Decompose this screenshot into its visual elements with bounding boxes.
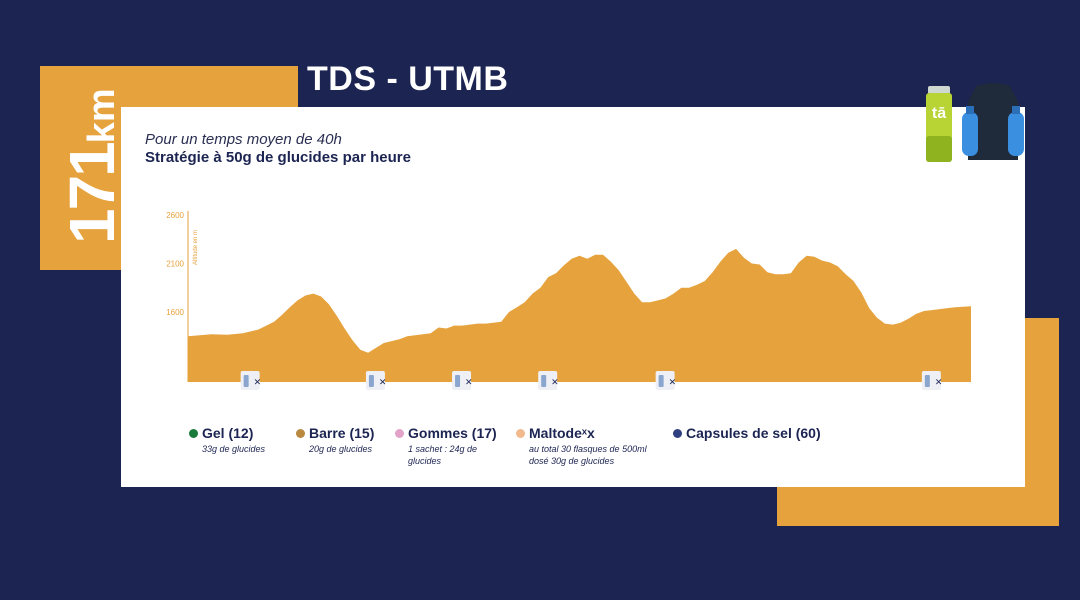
flask-icon bbox=[658, 375, 664, 387]
legend-item-gel: Gel (12) 33g de glucides bbox=[189, 425, 265, 455]
tube-logo: tā bbox=[932, 105, 946, 122]
chart-card: Pour un temps moyen de 40h Stratégie à 5… bbox=[121, 107, 1025, 487]
flask-cap-left bbox=[966, 106, 974, 114]
elevation-area bbox=[188, 248, 971, 382]
marker-label: ✕ bbox=[669, 378, 677, 388]
legend-item-maltodex: Maltodeˣx au total 30 flasques de 500ml … bbox=[516, 425, 666, 467]
legend-item-gommes: Gommes (17) 1 sachet : 24g de glucides bbox=[395, 425, 505, 467]
flask-left bbox=[962, 112, 978, 156]
legend-swatch bbox=[395, 428, 404, 438]
legend-note: 1 sachet : 24g de glucides bbox=[408, 444, 478, 466]
flask-icon bbox=[455, 375, 461, 387]
marker-label: ✕ bbox=[551, 378, 559, 388]
tube-cap bbox=[928, 86, 950, 94]
legend-label: Maltodeˣx bbox=[529, 425, 595, 441]
legend-swatch bbox=[516, 428, 525, 438]
vest-body bbox=[968, 83, 1018, 160]
subtitle: Pour un temps moyen de 40h bbox=[145, 131, 342, 148]
distance-value: 171 bbox=[56, 143, 128, 244]
legend-note: au total 30 flasques de 500ml dosé 30g d… bbox=[529, 444, 647, 466]
legend-note: 20g de glucides bbox=[309, 444, 373, 454]
legend-swatch bbox=[673, 428, 682, 438]
y-axis-title: Altitude en m bbox=[193, 230, 199, 265]
legend-note: 33g de glucides bbox=[202, 444, 266, 454]
y-tick-label: 2600 bbox=[166, 211, 184, 220]
legend-label: Capsules de sel (60) bbox=[686, 425, 821, 441]
marker-label: ✕ bbox=[465, 378, 473, 388]
legend-swatch bbox=[296, 428, 305, 438]
electrolyte-tube-image: tā bbox=[926, 86, 952, 162]
legend-label: Barre (15) bbox=[309, 425, 375, 441]
elevation-chart: 1600 2100 2600 Altitude en m ✕ ✕ ✕ ✕ ✕ ✕ bbox=[166, 211, 971, 390]
marker-label: ✕ bbox=[379, 378, 387, 388]
distance-label: 171km bbox=[55, 88, 129, 244]
marker-label: ✕ bbox=[254, 378, 262, 388]
flask-icon bbox=[243, 375, 249, 387]
y-tick-label: 1600 bbox=[166, 308, 184, 317]
page-title: TDS - UTMB bbox=[307, 60, 509, 98]
legend-label: Gommes (17) bbox=[408, 425, 497, 441]
flask-icon bbox=[541, 375, 547, 387]
flask-icon bbox=[924, 375, 930, 387]
flask-cap-right bbox=[1012, 106, 1020, 114]
flask-right bbox=[1008, 112, 1024, 156]
y-tick-label: 2100 bbox=[166, 260, 184, 269]
distance-unit: km bbox=[81, 88, 123, 144]
legend-label: Gel (12) bbox=[202, 425, 254, 441]
hydration-vest-image bbox=[962, 83, 1024, 160]
legend-item-capsules: Capsules de sel (60) bbox=[673, 425, 821, 441]
legend-swatch bbox=[189, 428, 198, 438]
marker-label: ✕ bbox=[935, 378, 943, 388]
tube-band bbox=[926, 136, 952, 162]
strategy-text: Stratégie à 50g de glucides par heure bbox=[145, 149, 411, 166]
legend-item-barre: Barre (15) 20g de glucides bbox=[296, 425, 374, 455]
flask-icon bbox=[368, 375, 374, 387]
